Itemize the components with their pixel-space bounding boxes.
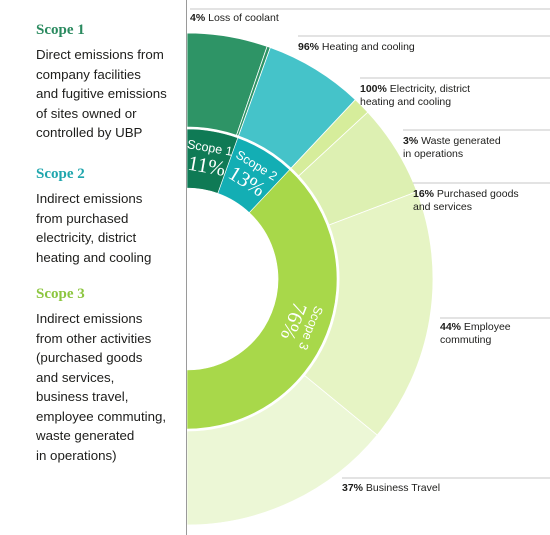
scope-1-title: Scope 1 [36,22,85,38]
callout-text: Purchased goods [434,188,519,200]
callout-text: Heating and cooling [319,41,415,53]
scope-1-desc-line: controlled by UBP [36,125,143,140]
scope-2-description: Indirect emissions from purchased electr… [36,189,186,267]
scope-3-desc-line: (purchased goods [36,350,143,365]
scope-2-legend: Scope 2 Indirect emissions from purchase… [36,166,186,267]
callout-text: Loss of coolant [205,12,279,24]
scope-2-desc-line: from purchased [36,210,129,226]
callout-percent: 4% [190,12,206,24]
inner-slice-scope-3 [186,169,338,430]
callout-text: commuting [440,334,492,346]
scope-1-description: Direct emissions from company facilities… [36,45,186,143]
callout-percent: 3% [403,135,419,147]
callout-percent: 44% [440,321,462,333]
scope-1-legend: Scope 1 Direct emissions from company fa… [36,22,186,143]
callout-text: Waste generated [418,135,501,147]
callout-label: 96% Heating and cooling [298,41,415,53]
scope-1-desc-line: of sites owned or [36,105,137,121]
scope-2-title: Scope 2 [36,166,85,182]
callout-text: Electricity, district [387,83,470,95]
scope-3-title: Scope 3 [36,286,85,302]
leader-lines [190,8,550,479]
callout-text: in operations [403,148,463,160]
scope-2-desc-line: Indirect emissions [36,191,143,206]
callout-label: 100% Electricity, district heating and co… [360,83,470,108]
callout-label: 4% Loss of coolant [190,12,279,24]
callout-percent: 16% [413,188,435,200]
scope-1-desc-line: company facilities [36,66,141,82]
callout-text: Business Travel [363,482,440,494]
scope-3-description: Indirect emissions from other activities… [36,309,186,465]
callout-label: 3% Waste generated in operations [403,135,501,160]
scope-3-desc-line: Indirect emissions [36,311,143,326]
callout-text: Employee [461,321,511,333]
callout-label: 37% Business Travel [342,482,440,494]
inner-ring [186,128,338,430]
scope-1-desc-line: Direct emissions from [36,47,164,62]
callout-labels: 4% Loss of coolant 96% Heating and coolin… [190,12,519,494]
callout-percent: 37% [342,482,364,494]
callout-percent: 96% [298,41,320,53]
scope-2-desc-line: heating and cooling [36,249,152,265]
scope-2-desc-line: electricity, district [36,230,137,245]
scope-3-desc-line: employee commuting, [36,408,167,424]
callout-label: 16% Purchased goods and services [413,188,519,213]
scope-3-desc-line: from other activities [36,330,152,346]
outer-slice-6 [186,374,378,526]
scope-3-desc-line: waste generated [36,428,135,443]
scope-3-desc-line: business travel, [36,389,129,404]
callout-text: heating and cooling [360,96,451,108]
scope-1-desc-line: and fugitive emissions [36,86,167,101]
callout-percent: 100% [360,83,388,95]
callout-label: 44% Employee commuting [440,321,511,346]
scope-3-legend: Scope 3 Indirect emissions from other ac… [36,286,186,465]
scope-3-desc-line: and services, [36,369,115,385]
callout-text: and services [413,201,472,213]
scope-3-desc-line: in operations) [36,447,117,463]
outer-ring [186,32,434,526]
